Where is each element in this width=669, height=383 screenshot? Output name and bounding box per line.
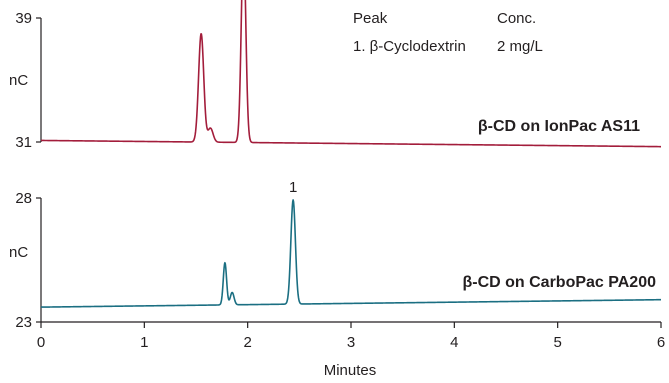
x-tick-label: 5 (553, 334, 561, 351)
x-axis-title: Minutes (324, 362, 377, 378)
y-axis-title-2: nC (9, 244, 28, 261)
y-axis-title-1: nC (9, 72, 28, 89)
legend-peak-name: 1. β-Cyclodextrin (353, 38, 466, 55)
series-label-2: β-CD on CarboPac PA200 (462, 274, 656, 291)
legend: Peak Conc. 1. β-Cyclodextrin 2 mg/L (353, 10, 543, 55)
y-tick-label-1: 39 (15, 10, 32, 27)
legend-peak-conc: 2 mg/L (497, 38, 543, 55)
x-tick-label: 4 (450, 334, 458, 351)
x-tick-label: 1 (140, 334, 148, 351)
y-tick-label-2: 23 (15, 314, 32, 331)
x-tick-label: 0 (37, 334, 45, 351)
x-tick-label: 2 (243, 334, 251, 351)
x-tick-label: 6 (657, 334, 665, 351)
peak-label-2: 1 (289, 179, 297, 196)
legend-conc-header: Conc. (497, 10, 536, 27)
y-tick-label-1: 31 (15, 134, 32, 151)
chromatogram-trace-1 (40, 0, 662, 148)
y-tick-label-2: 28 (15, 190, 32, 207)
x-tick-label: 3 (347, 334, 355, 351)
chromatogram-trace-2 (40, 199, 662, 308)
legend-peak-header: Peak (353, 10, 388, 27)
series-label-1: β-CD on IonPac AS11 (478, 118, 640, 135)
